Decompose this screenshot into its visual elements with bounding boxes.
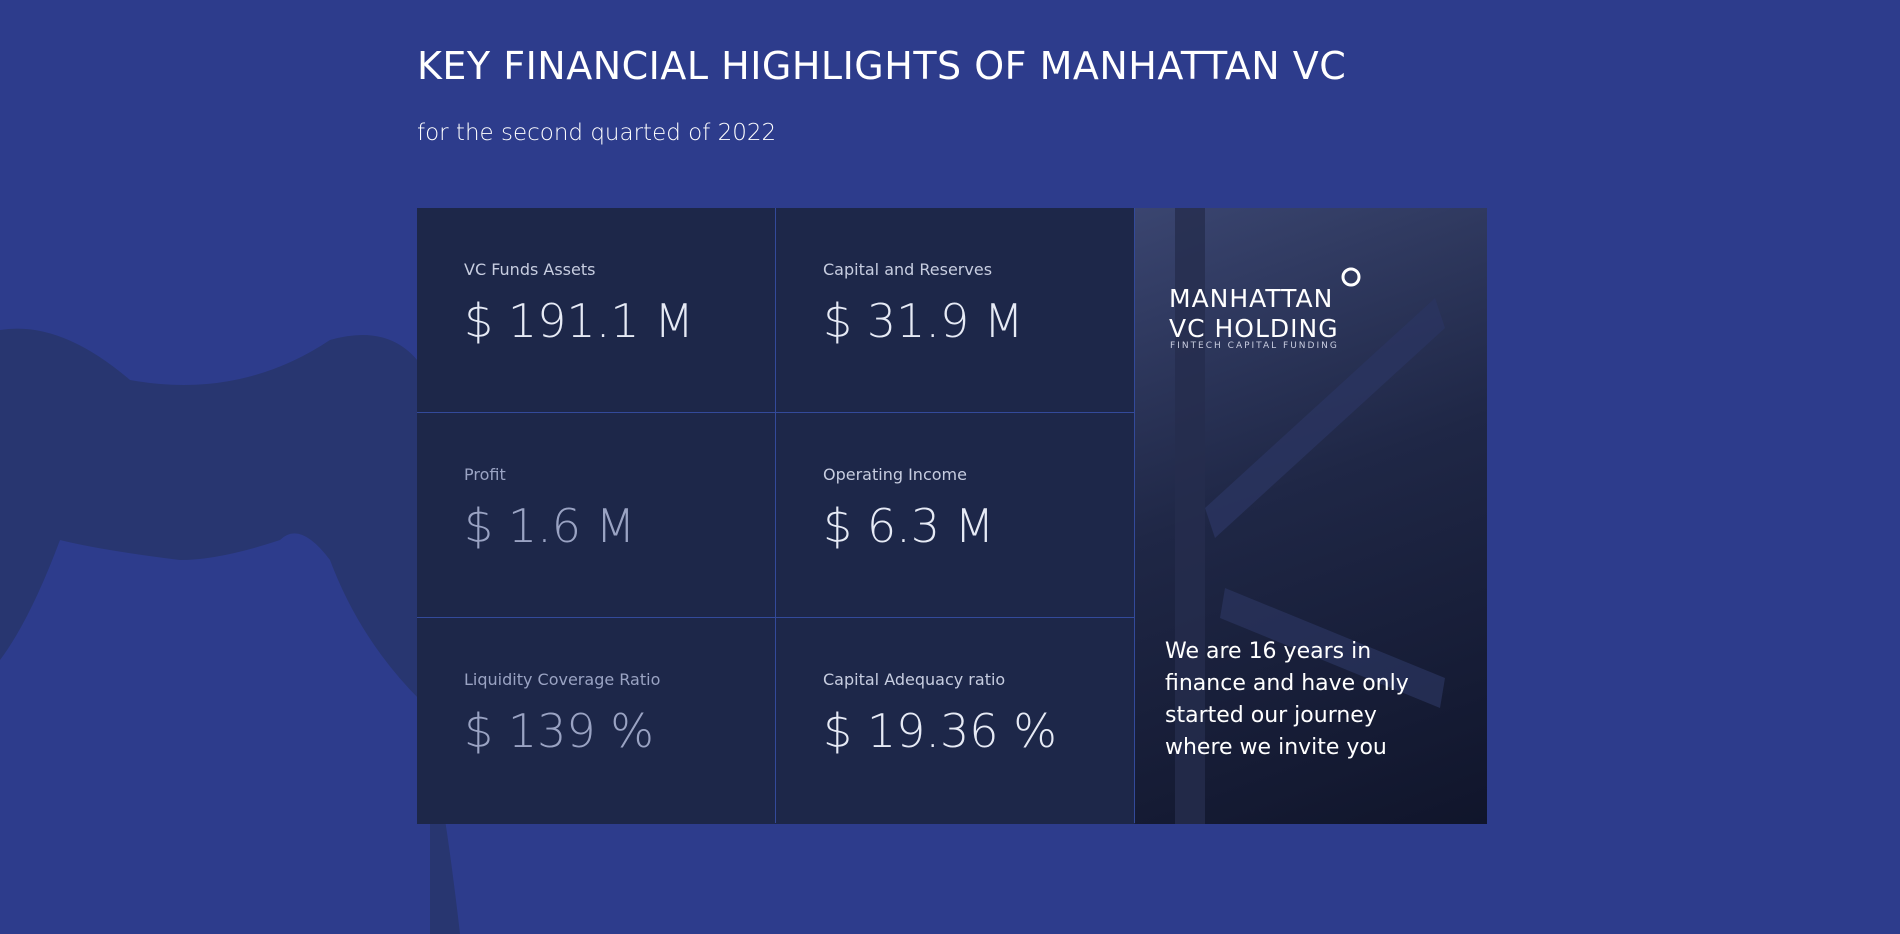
message: We are 16 years in finance and have only… — [1165, 639, 1409, 760]
photo-shapes — [1175, 208, 1445, 824]
metric-card: VC Funds Assets $ 191.1 M — [417, 208, 776, 413]
metric-value: $ 6.3 M — [823, 499, 995, 553]
metric-card: Capital Adequacy ratio $ 19.36 % — [776, 618, 1135, 823]
metric-value: $ 1.6 M — [464, 499, 636, 553]
metrics-panel: MANHATTAN VC HOLDING FINTECH CAPITAL FUN… — [417, 208, 1487, 824]
metric-label: VC Funds Assets — [464, 260, 596, 279]
metric-value: $ 139 % — [464, 704, 655, 758]
brand-tagline: FINTECH CAPITAL FUNDING — [1170, 341, 1339, 351]
brand-line: MANHATTAN — [1169, 284, 1334, 313]
blob — [0, 328, 460, 934]
subtitle: for the second quarted of 2022 — [417, 120, 777, 146]
brand-photo: MANHATTAN VC HOLDING FINTECH CAPITAL FUN… — [1135, 208, 1487, 824]
metric-label: Capital and Reserves — [823, 260, 993, 279]
metric-card: Operating Income $ 6.3 M — [776, 413, 1135, 618]
metric-card: Capital and Reserves $ 31.9 M — [776, 208, 1135, 413]
title: KEY FINANCIAL HIGHLIGHTS OF MANHATTAN VC — [417, 44, 1347, 88]
metric-card: Liquidity Coverage Ratio $ 139 % — [417, 618, 776, 823]
metric-label: Operating Income — [823, 465, 967, 484]
brand-line: VC HOLDING — [1169, 314, 1339, 343]
metric-card: Profit $ 1.6 M — [417, 413, 776, 618]
metric-label: Liquidity Coverage Ratio — [464, 670, 661, 689]
metric-value: $ 19.36 % — [823, 704, 1057, 758]
metric-label: Capital Adequacy ratio — [823, 670, 1006, 689]
metric-label: Profit — [464, 465, 506, 484]
metric-value: $ 191.1 M — [464, 294, 694, 348]
metric-value: $ 31.9 M — [823, 294, 1024, 348]
